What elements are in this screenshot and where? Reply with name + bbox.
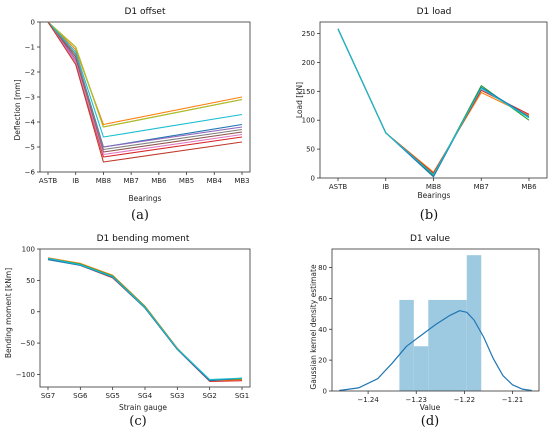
y-axis-label: Gaussian kernel density estimate xyxy=(309,264,318,390)
plot-area: 0 20 40 60 80 −1.24 −1.23 −1.22 −1.21 xyxy=(318,248,540,404)
y-axis-label: Deflection [mm] xyxy=(13,79,22,140)
caption-c: (c) xyxy=(129,414,147,429)
x-axis-label: Bearings xyxy=(418,191,451,200)
series-line-3 xyxy=(47,257,243,381)
y-tick-label: 200 xyxy=(302,59,315,67)
series-line-1 xyxy=(47,21,243,148)
x-tick-label: MB4 xyxy=(207,177,223,185)
plot-area: 100 50 0 −50 −100 SG7 SG6 SG5 SG4 SG3 SG2 SG1 xyxy=(16,246,251,400)
x-tick-label: SG5 xyxy=(106,392,120,400)
y-tick-label: −2 xyxy=(25,69,35,77)
caption-d: (d) xyxy=(420,414,440,429)
x-tick-label: −1.23 xyxy=(406,396,427,404)
plot-frame xyxy=(331,248,540,392)
x-tick-label: SG3 xyxy=(170,392,184,400)
y-tick-label: 250 xyxy=(302,30,315,38)
x-tick-label: MB6 xyxy=(521,183,537,191)
y-tick-label: −1 xyxy=(25,44,35,52)
chart-offset: D1 offset Deflection [mm] Bearings 0 −1 −2… xyxy=(13,7,251,203)
series-line-7 xyxy=(47,21,243,156)
x-tick-label: ASTB xyxy=(329,183,348,191)
series-line-8 xyxy=(47,21,243,151)
histogram-bar-4 xyxy=(466,255,482,391)
x-axis-label: Bearings xyxy=(129,194,162,203)
y-tick-label: −100 xyxy=(16,371,35,379)
x-tick-label: IB xyxy=(72,177,79,185)
y-tick-label: 50 xyxy=(26,277,35,285)
x-tick-label: MB8 xyxy=(96,177,111,185)
chart-value-density: D1 value Gaussian kernel density estimat… xyxy=(309,234,540,412)
y-tick-label: 100 xyxy=(302,117,315,125)
x-axis-label: Value xyxy=(420,403,441,412)
y-tick-label: 20 xyxy=(318,357,327,365)
series-line-4 xyxy=(337,28,530,178)
x-tick-label: −1.22 xyxy=(454,396,475,404)
x-tick-label: ASTB xyxy=(39,177,58,185)
series-line-9 xyxy=(47,21,243,128)
y-tick-label: 60 xyxy=(318,295,327,303)
chart-title: D1 value xyxy=(410,234,451,244)
y-tick-label: 80 xyxy=(318,264,327,272)
plot-frame xyxy=(39,248,251,388)
x-tick-label: −1.24 xyxy=(357,396,379,404)
series-line-5 xyxy=(47,21,243,148)
x-tick-label: MB6 xyxy=(151,177,167,185)
chart-title: D1 load xyxy=(417,7,452,17)
plot-frame xyxy=(319,21,548,179)
plot-area: 0 50 100 150 200 250 ASTB IB MB8 MB7 MB6 xyxy=(302,21,548,191)
chart-load: D1 load Load [kN] Bearings 0 50 100 150 200 2… xyxy=(295,7,548,200)
series-line-6 xyxy=(47,21,243,153)
chart-bending-moment: D1 bending moment Bending moment [kNm] S… xyxy=(4,234,251,412)
series-line-11 xyxy=(47,21,243,163)
x-tick-label: MB7 xyxy=(123,177,138,185)
y-tick-label: −4 xyxy=(25,119,36,127)
y-tick-label: 0 xyxy=(311,175,315,183)
x-tick-label: MB5 xyxy=(179,177,194,185)
x-tick-label: SG2 xyxy=(203,392,217,400)
y-tick-label: 40 xyxy=(318,326,327,334)
y-axis-label: Load [kN] xyxy=(295,82,304,118)
chart-title: D1 offset xyxy=(125,7,166,17)
caption-a: (a) xyxy=(131,208,149,223)
y-tick-label: −3 xyxy=(25,94,35,102)
x-tick-label: SG1 xyxy=(235,392,249,400)
y-tick-label: −6 xyxy=(25,169,36,177)
x-tick-label: MB3 xyxy=(234,177,249,185)
series-line-2 xyxy=(47,21,243,126)
histogram-bar-2 xyxy=(413,346,429,391)
series-line-10 xyxy=(47,21,243,138)
y-tick-label: 0 xyxy=(323,388,327,396)
y-tick-label: 0 xyxy=(31,308,35,316)
histogram-bar-3 xyxy=(428,299,467,391)
y-tick-label: 100 xyxy=(22,246,35,254)
plot-frame xyxy=(39,21,251,173)
series-line-2 xyxy=(47,257,243,382)
x-tick-label: SG7 xyxy=(41,392,55,400)
x-tick-label: SG6 xyxy=(73,392,88,400)
x-tick-label: MB7 xyxy=(474,183,489,191)
series-line-5 xyxy=(47,257,243,381)
x-tick-label: IB xyxy=(382,183,389,191)
y-tick-label: 50 xyxy=(306,146,315,154)
y-tick-label: −50 xyxy=(20,340,35,348)
x-tick-label: −1.21 xyxy=(502,396,523,404)
x-tick-label: SG4 xyxy=(138,392,153,400)
y-tick-label: 0 xyxy=(31,19,35,27)
series-line-4 xyxy=(47,259,243,382)
y-tick-label: −5 xyxy=(25,144,35,152)
y-tick-label: 150 xyxy=(302,88,315,96)
x-axis-label: Strain gauge xyxy=(119,403,167,412)
kde-line xyxy=(339,310,532,392)
series-line-1 xyxy=(47,258,243,382)
x-tick-label: MB8 xyxy=(426,183,441,191)
series-line-3 xyxy=(47,21,243,128)
chart-title: D1 bending moment xyxy=(97,234,190,244)
y-axis-label: Bending moment [kNm] xyxy=(4,268,13,358)
caption-b: (b) xyxy=(419,208,439,223)
series-line-5 xyxy=(337,28,530,176)
